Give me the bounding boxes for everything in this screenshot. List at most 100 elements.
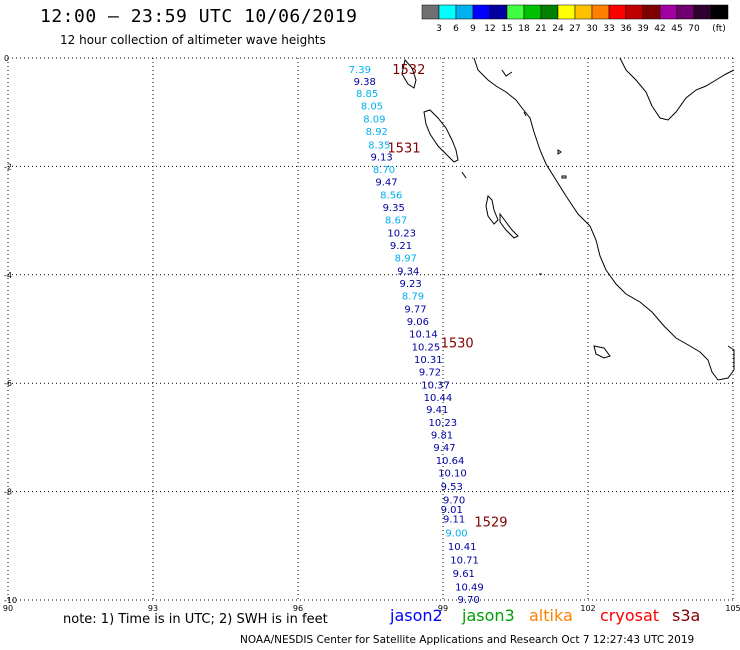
legend-swatch (625, 4, 644, 20)
pass-time-label: 1529 (474, 515, 507, 530)
footer-credit: NOAA/NESDIS Center for Satellite Applica… (240, 634, 695, 646)
wave-height-value: 9.34 (397, 266, 419, 277)
gulf-coast (619, 57, 735, 121)
sipora-island (499, 212, 519, 239)
legend-swatch (574, 4, 593, 20)
wave-height-value: 8.56 (380, 191, 402, 202)
satellite-label-s3a: s3a (672, 606, 701, 625)
legend-swatch (540, 4, 559, 20)
legend-label: 18 (518, 24, 530, 34)
wave-height-value: 10.10 (438, 469, 467, 480)
wave-height-value: 9.35 (383, 203, 405, 214)
legend-swatch (676, 4, 695, 20)
legend-unit: (ft) (712, 24, 726, 34)
enggano-island (593, 345, 611, 359)
small-island-5 (461, 171, 467, 179)
footer-note: note: 1) Time is in UTC; 2) SWH is in fe… (63, 612, 328, 627)
wave-height-value: 10.23 (387, 229, 416, 240)
wave-height-value: 8.35 (368, 141, 390, 152)
wave-height-value: 9.41 (426, 405, 448, 416)
legend-swatch (489, 4, 508, 20)
legend-swatch (642, 4, 661, 20)
legend-swatch (608, 4, 627, 20)
legend-label: 39 (637, 24, 649, 34)
legend-label: 36 (620, 24, 632, 34)
wave-height-value: 9.77 (404, 304, 426, 315)
upper-coast-island (501, 69, 513, 77)
map-grid (7, 57, 734, 601)
coastline (401, 57, 735, 381)
wave-height-value: 9.70 (458, 595, 480, 606)
legend-label: 3 (436, 24, 442, 34)
wave-height-value: 10.44 (424, 393, 453, 404)
legend-swatch (659, 4, 678, 20)
wave-height-value: 8.70 (373, 165, 395, 176)
y-tick-label: -2 (4, 162, 12, 171)
wave-height-value: 8.79 (402, 291, 424, 302)
wave-height-value: 10.71 (450, 555, 479, 566)
pass-time-label: 1532 (392, 63, 425, 78)
legend-label: 42 (654, 24, 665, 34)
wave-height-value: 10.25 (412, 342, 441, 353)
wave-height-value: 9.23 (400, 279, 422, 290)
wave-height-value: 9.47 (433, 443, 455, 454)
wave-height-value: 10.31 (414, 355, 443, 366)
legend-label: 15 (501, 24, 512, 34)
pass-time-label: 1531 (387, 141, 420, 156)
wave-height-value: 9.61 (453, 569, 475, 580)
wave-height-value: 7.39 (349, 65, 371, 76)
wave-height-value: 10.49 (455, 582, 484, 593)
wave-height-value: 10.37 (421, 380, 450, 391)
satellite-label-cryosat: cryosat (600, 606, 660, 625)
pass-time-label: 1530 (441, 337, 474, 352)
legend-label: 9 (470, 24, 476, 34)
wave-height-value: 9.21 (390, 241, 412, 252)
wave-height-value: 8.97 (395, 253, 417, 264)
y-tick-label: 0 (4, 54, 9, 63)
wave-height-value: 9.47 (375, 178, 397, 189)
legend-swatch (455, 4, 474, 20)
satellite-label-jason2: jason2 (390, 606, 443, 625)
siberut-island (485, 194, 499, 225)
small-island-1 (557, 149, 562, 155)
y-tick-label: -6 (4, 379, 12, 388)
map-title: 12:00 – 23:59 UTC 10/06/2019 (40, 6, 358, 27)
pass-time-labels: 1532 1531 1530 1529 (387, 63, 507, 531)
legend-swatch (693, 4, 712, 20)
mainland-coast (473, 57, 735, 381)
wave-height-value: 10.64 (436, 456, 465, 467)
legend-label: 70 (688, 24, 700, 34)
wave-height-value: 9.11 (443, 515, 465, 526)
legend-swatch (591, 4, 610, 20)
legend-swatch (421, 4, 440, 20)
legend-label: 45 (671, 24, 682, 34)
legend-swatch (506, 4, 525, 20)
wave-height-value: 9.06 (407, 317, 429, 328)
legend-swatch (438, 4, 457, 20)
wave-height-value: 10.41 (448, 542, 477, 553)
wave-height-value: 8.05 (361, 102, 383, 113)
axis-tick-labels: 90 93 96 99 102 105 0 -2 -4 -6 -8 -10 (3, 54, 740, 613)
y-tick-label: -4 (4, 271, 12, 280)
wave-height-observations: 7.399.388.85 8.05 8.098.92 8.359.138.70 9.47… (349, 65, 484, 606)
wave-height-value: 9.70 (443, 496, 465, 507)
x-tick-label: 99 (438, 604, 448, 613)
legend-swatch (557, 4, 576, 20)
wave-height-value: 9.00 (445, 528, 467, 539)
x-tick-label: 90 (3, 604, 13, 613)
nias-island (423, 109, 459, 163)
wave-height-value: 9.72 (419, 367, 441, 378)
legend-swatch (472, 4, 491, 20)
legend-label: 33 (603, 24, 614, 34)
x-tick-label: 102 (580, 604, 595, 613)
wave-height-value: 8.92 (366, 127, 388, 138)
map-subtitle: 12 hour collection of altimeter wave hei… (60, 33, 326, 47)
wave-height-value: 9.53 (441, 482, 463, 493)
x-tick-label: 93 (148, 604, 158, 613)
satellite-label-jason3: jason3 (462, 606, 515, 625)
legend-label: 24 (552, 24, 564, 34)
wave-height-value: 8.85 (356, 89, 378, 100)
legend-swatch (710, 4, 729, 20)
wave-height-value: 9.81 (431, 431, 453, 442)
